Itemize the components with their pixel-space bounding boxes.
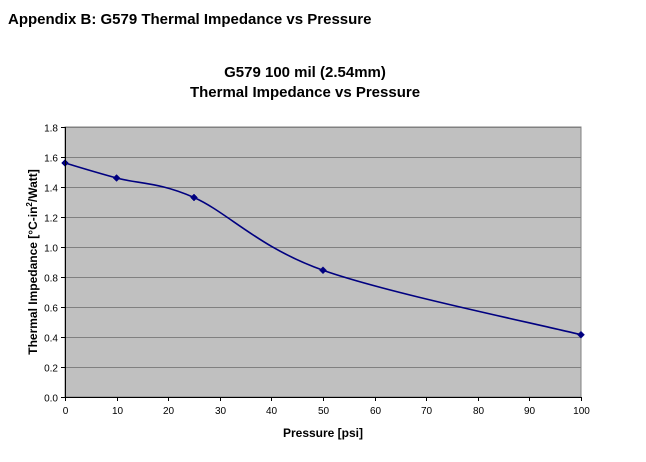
x-tick-label: 50 — [318, 406, 330, 417]
y-axis-label-main: Thermal Impedance [°C-in — [26, 207, 40, 355]
data-point-marker — [112, 174, 121, 182]
x-tick-label: 0 — [63, 406, 69, 417]
y-tick-label: 0.4 — [44, 334, 58, 345]
y-axis-label-unit: /Watt] — [26, 169, 40, 202]
axes: 0.0 0.2 0.4 0.6 0.8 1.0 1.2 1.4 1.6 1.8 0 10 20 30 40 5… — [44, 124, 590, 418]
x-axis-label: Pressure [psi] — [283, 426, 363, 440]
plot-background — [64, 126, 582, 398]
y-tick-label: 1.8 — [44, 124, 58, 135]
y-tick-label: 0.8 — [44, 274, 58, 285]
y-tick-label: 1.6 — [44, 154, 58, 165]
chart-subtitle: Thermal Impedance vs Pressure — [190, 84, 420, 101]
data-point-marker — [319, 266, 327, 275]
data-point-marker — [577, 330, 585, 339]
gridlines — [65, 127, 581, 368]
y-tick-label: 0.6 — [44, 304, 58, 315]
x-tick-label: 10 — [112, 406, 124, 417]
x-tick-label: 20 — [163, 406, 175, 417]
x-tick-label: 40 — [266, 406, 278, 417]
y-axis-label: Thermal Impedance [°C-in2/Watt] — [25, 169, 40, 355]
x-tick-label: 60 — [370, 406, 382, 417]
x-tick-label: 100 — [573, 406, 590, 417]
data-point-marker — [190, 193, 198, 202]
chart-title: G579 100 mil (2.54mm) — [224, 64, 386, 81]
x-tick-label: 80 — [473, 406, 485, 417]
y-tick-label: 1.0 — [44, 244, 58, 255]
page-heading: Appendix B: G579 Thermal Impedance vs Pr… — [8, 11, 372, 28]
x-tick-label: 70 — [421, 406, 433, 417]
y-tick-label: 1.2 — [44, 214, 58, 225]
y-tick-label: 0.0 — [44, 394, 58, 405]
y-tick-label: 1.4 — [44, 184, 58, 195]
plot-area — [64, 126, 582, 398]
x-tick-label: 90 — [524, 406, 536, 417]
x-tick-label: 30 — [215, 406, 227, 417]
y-tick-label: 0.2 — [44, 364, 58, 375]
y-axis-label-superscript: 2 — [25, 202, 34, 207]
